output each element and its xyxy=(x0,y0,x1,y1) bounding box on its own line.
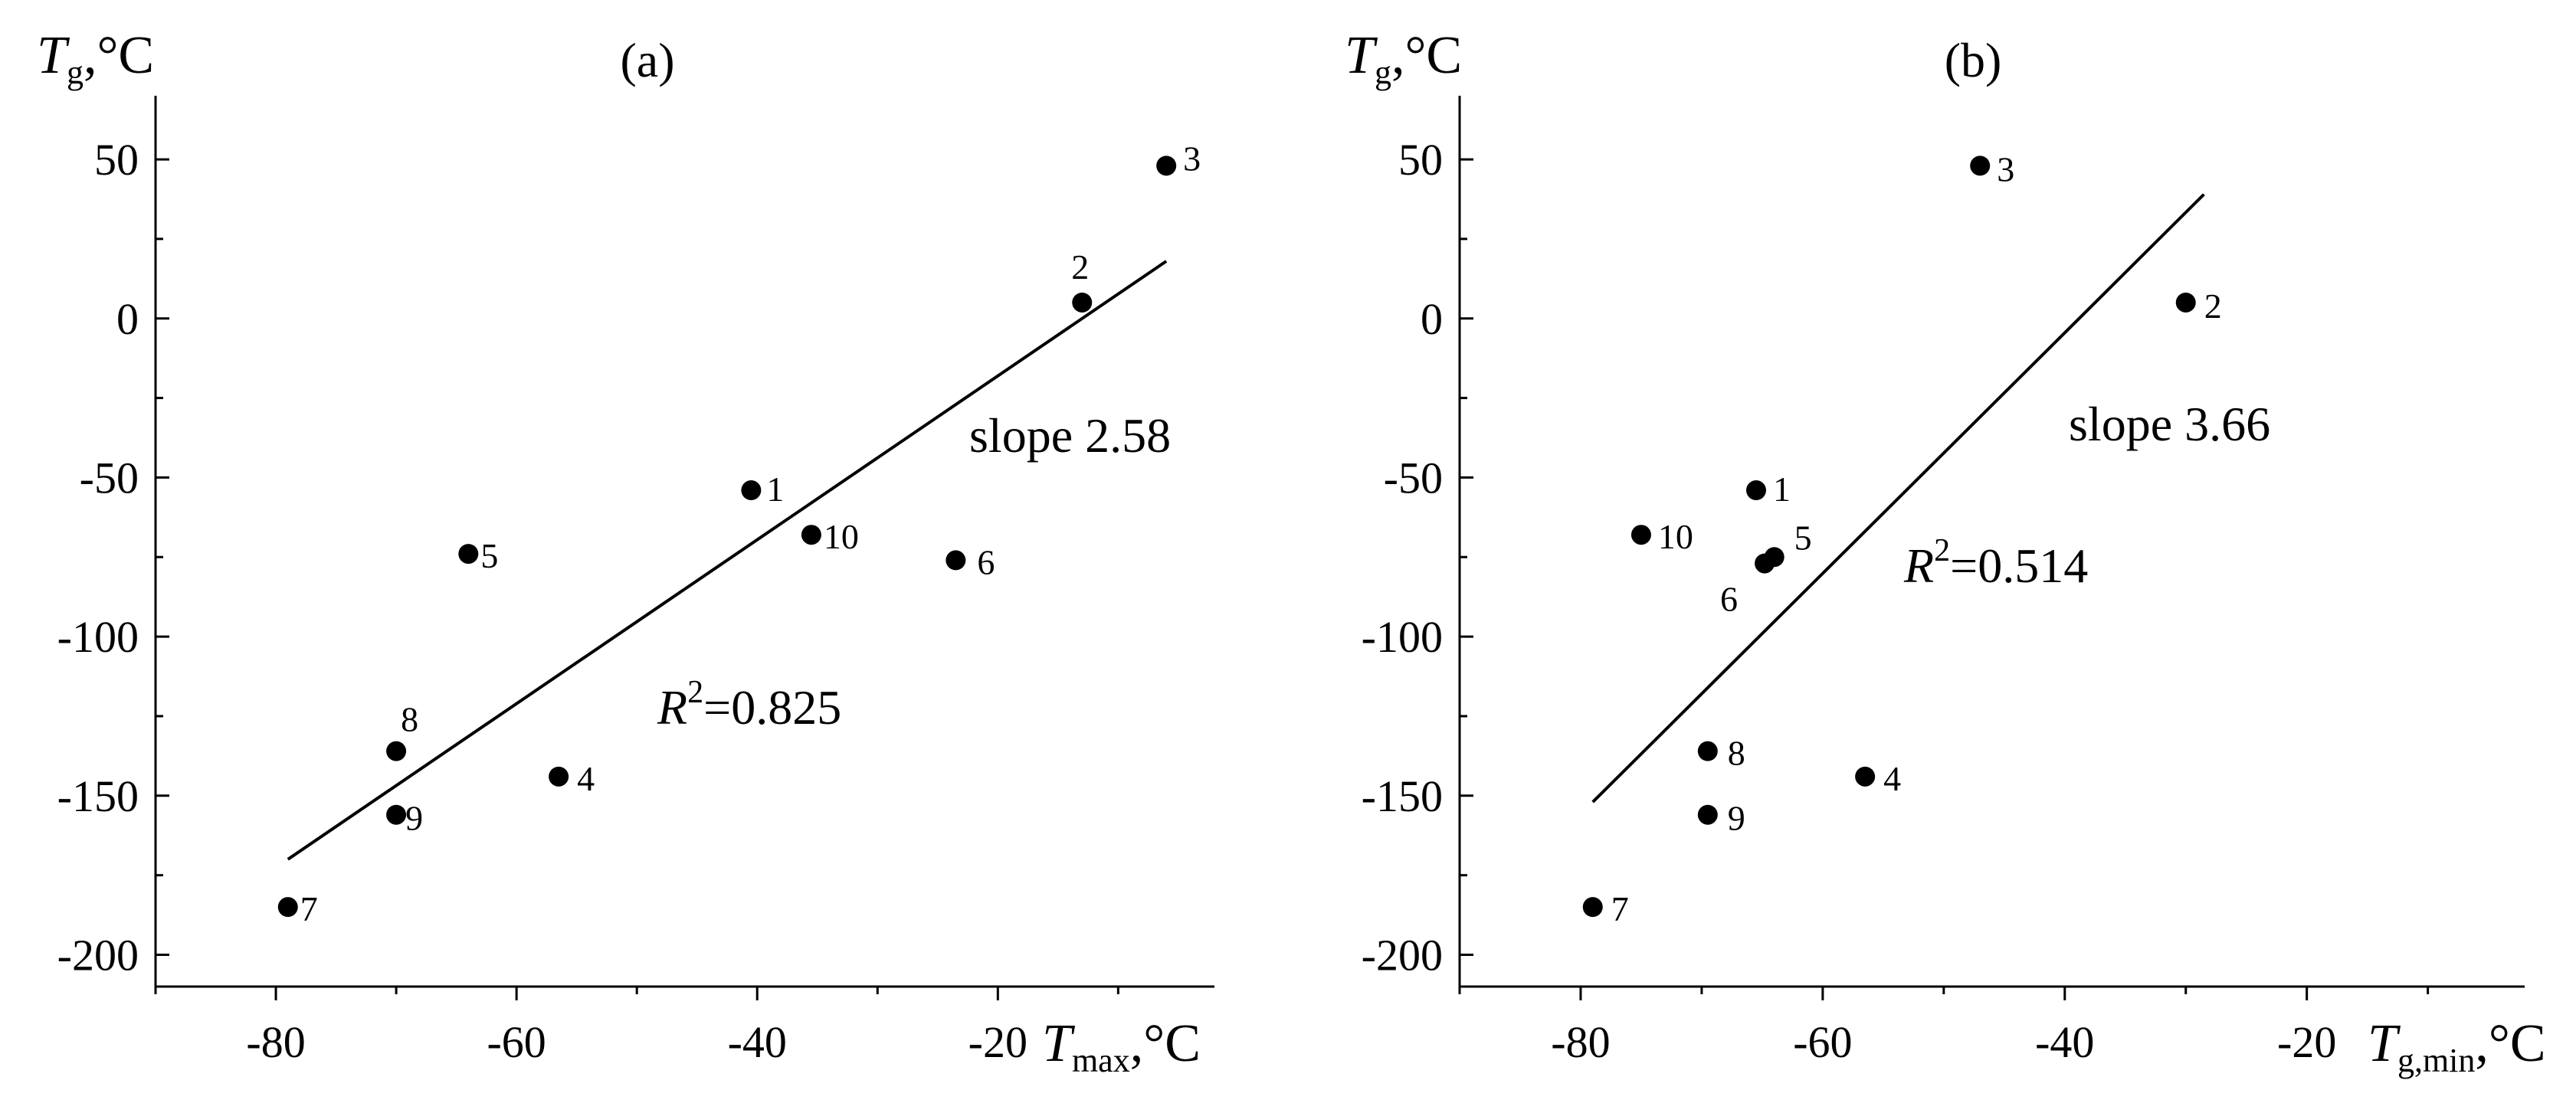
x-axis-title-subscript: max xyxy=(1072,1042,1130,1079)
point-label-7: 7 xyxy=(300,889,318,928)
x-tick-label: -40 xyxy=(728,1017,787,1067)
y-axis-title: Tg,°C xyxy=(37,26,154,91)
y-tick-label: -100 xyxy=(57,612,139,662)
x-tick-label: -20 xyxy=(2277,1017,2336,1067)
point-label-8: 8 xyxy=(1728,734,1745,773)
data-point-4 xyxy=(549,766,569,787)
y-tick-label: -150 xyxy=(1362,771,1443,821)
y-axis-title-unit: ,°C xyxy=(1391,26,1462,85)
x-axis-title-unit: ,°C xyxy=(2475,1014,2545,1073)
point-label-9: 9 xyxy=(1728,799,1745,838)
y-axis-title-unit: ,°C xyxy=(84,26,154,85)
data-point-10 xyxy=(801,525,821,545)
data-point-3 xyxy=(1156,155,1177,176)
x-tick-label: -60 xyxy=(1793,1017,1852,1067)
slope-annotation: slope 2.58 xyxy=(969,408,1171,463)
panel-label: (a) xyxy=(620,33,674,87)
x-axis-title-unit: ,°C xyxy=(1130,1014,1201,1073)
point-label-5: 5 xyxy=(1794,518,1812,557)
point-label-4: 4 xyxy=(1883,759,1901,798)
point-label-10: 10 xyxy=(1658,517,1693,556)
r2-annotation: R2=0.514 xyxy=(1903,533,2088,593)
x-tick-label: -80 xyxy=(1551,1017,1610,1067)
y-tick-label: 0 xyxy=(1421,294,1443,344)
y-tick-label: 50 xyxy=(1398,135,1443,185)
chart-panel-a: 500-50-100-150-200-80 -60 -40 -20(a)Tg,°CTm… xyxy=(37,26,1214,1079)
y-axis-title-subscript: g xyxy=(1375,54,1391,91)
data-point-3 xyxy=(1970,155,1991,176)
panel-label: (b) xyxy=(1945,33,2002,87)
y-tick-label: -50 xyxy=(80,453,139,502)
r2-superscript: 2 xyxy=(687,675,703,710)
y-axis-title: Tg,°C xyxy=(1345,26,1462,91)
data-point-2 xyxy=(1072,292,1093,313)
data-point-6 xyxy=(1755,553,1775,574)
point-label-6: 6 xyxy=(977,542,995,581)
data-point-4 xyxy=(1855,766,1876,787)
data-point-8 xyxy=(386,741,407,761)
data-point-7 xyxy=(1582,897,1603,918)
point-label-8: 8 xyxy=(401,700,418,739)
data-point-10 xyxy=(1630,525,1651,545)
data-point-2 xyxy=(2175,292,2196,313)
x-axis-title: Tg,min,°C xyxy=(2368,1014,2546,1079)
y-axis-title-subscript: g xyxy=(67,54,84,91)
slope-annotation: slope 3.66 xyxy=(2069,397,2270,451)
x-tick-label: -60 xyxy=(487,1017,546,1067)
point-label-9: 9 xyxy=(405,799,423,838)
x-axis-title: Tmax,°C xyxy=(1042,1014,1201,1079)
point-label-10: 10 xyxy=(824,517,859,556)
data-point-6 xyxy=(946,550,966,571)
y-tick-label: -200 xyxy=(57,930,139,980)
point-label-4: 4 xyxy=(577,759,595,798)
point-label-2: 2 xyxy=(2204,286,2222,326)
y-axis-title-symbol: T xyxy=(1345,26,1378,85)
r2-annotation: R2=0.825 xyxy=(657,675,841,735)
y-tick-label: -100 xyxy=(1362,612,1443,662)
y-tick-label: 50 xyxy=(94,135,139,185)
y-axis-title-symbol: T xyxy=(37,26,70,85)
data-point-7 xyxy=(277,897,298,918)
fit-line xyxy=(1591,193,2205,804)
r2-superscript: 2 xyxy=(1934,533,1950,568)
x-axis-title-subscript: g,min xyxy=(2397,1042,2475,1079)
fit-line xyxy=(287,260,1168,861)
x-tick-label: -20 xyxy=(968,1017,1027,1067)
y-tick-label: -50 xyxy=(1384,453,1443,502)
chart-panel-b: 500-50-100-150-200-80 -60 -40 -20(b)Tg,°CTg… xyxy=(1345,26,2546,1079)
r2-symbol: R xyxy=(1903,538,1934,593)
point-label-7: 7 xyxy=(1611,889,1629,928)
data-point-1 xyxy=(1745,480,1766,501)
point-label-6: 6 xyxy=(1720,580,1738,619)
point-label-3: 3 xyxy=(1997,149,2014,188)
point-label-1: 1 xyxy=(766,470,784,509)
point-label-1: 1 xyxy=(1773,470,1791,509)
point-label-2: 2 xyxy=(1071,247,1089,286)
x-tick-label: -40 xyxy=(2035,1017,2094,1067)
data-point-1 xyxy=(741,480,762,501)
x-axis-title-symbol: T xyxy=(1042,1014,1076,1073)
data-point-9 xyxy=(386,804,407,825)
data-point-8 xyxy=(1697,741,1718,761)
r2-value: =0.514 xyxy=(1950,538,2088,593)
x-tick-label: -80 xyxy=(246,1017,305,1067)
y-tick-label: 0 xyxy=(116,294,139,344)
data-point-9 xyxy=(1697,804,1718,825)
y-tick-label: -200 xyxy=(1362,930,1443,980)
data-point-5 xyxy=(458,544,479,565)
r2-value: =0.825 xyxy=(703,680,841,735)
point-label-3: 3 xyxy=(1183,139,1201,178)
x-axis-title-symbol: T xyxy=(2368,1014,2401,1073)
r2-symbol: R xyxy=(657,680,687,735)
y-tick-label: -150 xyxy=(57,771,139,821)
point-label-5: 5 xyxy=(480,536,498,575)
